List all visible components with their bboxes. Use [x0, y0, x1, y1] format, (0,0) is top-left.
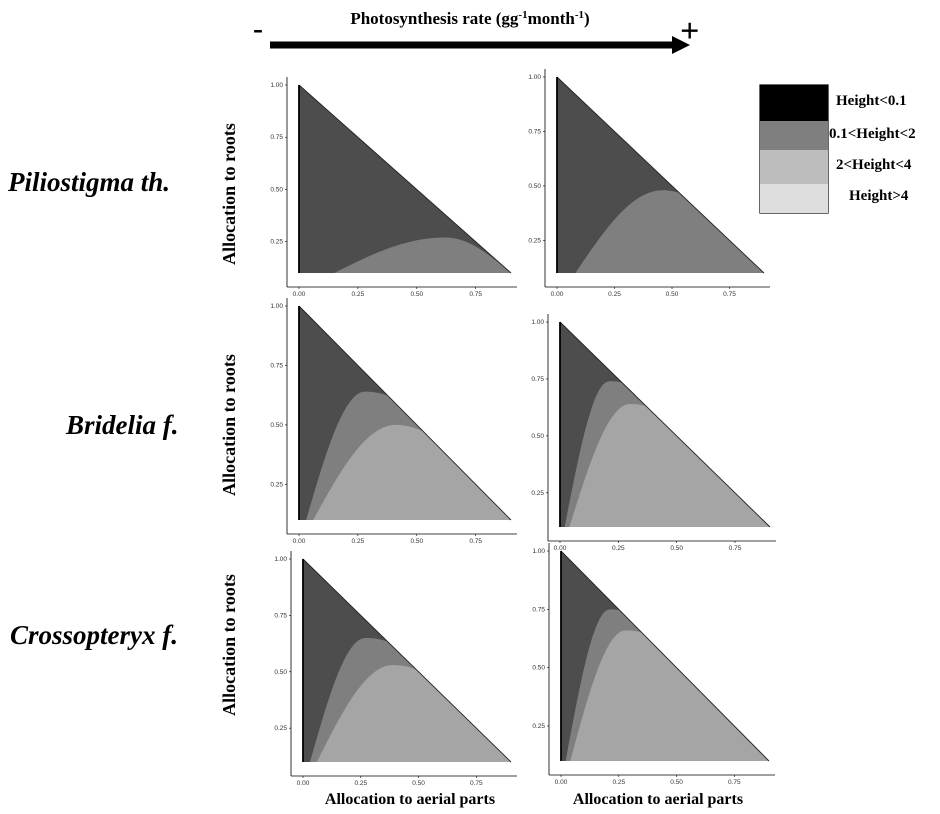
x-tick-label: 0.50	[412, 780, 425, 787]
legend-swatch-height-0-1-to-2	[760, 121, 828, 150]
x-tick-label: 0.75	[729, 545, 742, 552]
legend: Height<0.1 0.1<Height<2 2<Height<4 Heigh…	[759, 84, 916, 214]
triangle-edge	[298, 84, 512, 274]
x-tick-label: 0.50	[670, 545, 683, 552]
y-tick-label: 0.50	[274, 669, 287, 676]
y-axis-label-row-2: Allocation to roots	[219, 354, 239, 496]
y-tick-label: 0.50	[270, 186, 283, 193]
species-labels: Piliostigma th. Bridelia f. Crossopteryx…	[7, 167, 179, 650]
legend-label-height-0-1-to-2: 0.1<Height<2	[829, 126, 916, 142]
y-axis-label-row-3: Allocation to roots	[219, 574, 239, 716]
y-tick-label: 0.75	[532, 606, 545, 613]
y-tick-label: 0.75	[270, 362, 283, 369]
legend-label-height-gt-4: Height>4	[849, 188, 909, 204]
photosynthesis-arrow-head	[672, 36, 690, 54]
y-tick-label: 0.75	[531, 376, 544, 383]
triangle-edge	[560, 550, 770, 762]
species-label-bridelia: Bridelia f.	[65, 410, 179, 440]
x-tick-label: 0.00	[297, 780, 310, 787]
panel-crossopteryx-high: 0.00 0.25 0.50 0.75 0.25 0.50 0.75 1.00	[532, 543, 775, 786]
x-tick-label: 0.75	[469, 538, 482, 545]
y-tick-label: 1.00	[270, 303, 283, 310]
species-label-crossopteryx: Crossopteryx f.	[10, 620, 178, 650]
triangle-edge	[559, 321, 771, 528]
x-tick-label: 0.75	[723, 291, 736, 298]
y-tick-label: 1.00	[274, 556, 287, 563]
x-tick-label: 0.00	[555, 779, 568, 786]
legend-swatch-height-lt-0-1	[760, 85, 828, 121]
x-axis-label-col-1: Allocation to aerial parts	[325, 791, 495, 808]
x-tick-label: 0.50	[410, 538, 423, 545]
y-tick-label: 0.25	[532, 723, 545, 730]
x-tick-label: 0.25	[612, 545, 625, 552]
region-height-2-to-4	[316, 665, 511, 762]
x-tick-label: 0.25	[354, 780, 367, 787]
x-tick-label: 0.75	[470, 780, 483, 787]
x-tick-label: 0.00	[293, 291, 306, 298]
region-height-2-to-4	[313, 424, 511, 520]
species-label-piliostigma: Piliostigma th.	[7, 167, 170, 197]
panel-piliostigma-high: 0.00 0.25 0.50 0.75 0.25 0.50 0.75 1.00	[528, 69, 770, 298]
y-tick-label: 1.00	[532, 548, 545, 555]
panel-bridelia-high: 0.00 0.25 0.50 0.75 0.25 0.50 0.75 1.00	[531, 314, 776, 552]
y-tick-label: 0.75	[528, 128, 541, 135]
x-tick-label: 0.25	[352, 291, 365, 298]
x-tick-label: 0.50	[666, 291, 679, 298]
region-height-2-to-4	[569, 404, 770, 527]
panel-bridelia-low: 0.00 0.25 0.50 0.75 0.25 0.50 0.75 1.00	[270, 298, 517, 545]
figure-title: Photosynthesis rate (gg-1month-1)	[350, 9, 589, 28]
title-sup-2: -1	[575, 9, 584, 21]
y-tick-label: 0.50	[528, 183, 541, 190]
x-tick-label: 0.50	[410, 291, 423, 298]
y-tick-label: 1.00	[528, 74, 541, 81]
legend-swatch-height-gt-4	[760, 184, 828, 213]
title-sup-1: -1	[518, 9, 527, 21]
y-axis-label-row-1: Allocation to roots	[219, 123, 239, 265]
x-tick-label: 0.25	[608, 291, 621, 298]
x-tick-label: 0.25	[352, 538, 365, 545]
x-tick-label: 0.50	[670, 779, 683, 786]
x-tick-label: 0.25	[612, 779, 625, 786]
plus-label: +	[680, 13, 699, 50]
y-tick-label: 1.00	[531, 319, 544, 326]
panel-crossopteryx-low: 0.00 0.25 0.50 0.75 0.25 0.50 0.75 1.00	[274, 551, 517, 787]
x-axis-label-col-2: Allocation to aerial parts	[573, 791, 743, 808]
y-tick-label: 0.50	[532, 665, 545, 672]
y-tick-label: 0.75	[270, 134, 283, 141]
region-height-2-to-4	[570, 630, 769, 761]
legend-label-height-lt-0-1: Height<0.1	[836, 93, 907, 109]
y-tick-label: 0.75	[274, 612, 287, 619]
header: - Photosynthesis rate (gg-1month-1) +	[253, 9, 699, 54]
x-tick-label: 0.75	[469, 291, 482, 298]
y-tick-label: 0.50	[270, 422, 283, 429]
legend-label-height-2-to-4: 2<Height<4	[836, 157, 912, 173]
title-end: )	[584, 9, 590, 28]
y-tick-label: 1.00	[270, 82, 283, 89]
legend-swatch-height-2-to-4	[760, 150, 828, 184]
x-tick-label: 0.00	[554, 545, 567, 552]
minus-label: -	[253, 12, 263, 45]
x-tick-label: 0.75	[728, 779, 741, 786]
region-height-0-1-to-2	[334, 237, 511, 273]
triangle-edge	[302, 558, 512, 763]
region-height-0-1-to-2	[575, 190, 764, 273]
y-tick-label: 0.25	[528, 237, 541, 244]
panel-piliostigma-low: 0.00 0.25 0.50 0.75 0.25 0.50 0.75 1.00	[270, 77, 517, 298]
triangle-edge	[298, 305, 512, 521]
x-tick-label: 0.00	[293, 538, 306, 545]
y-axis-labels: Allocation to roots Allocation to roots …	[219, 123, 239, 716]
triangle-edge	[556, 76, 765, 274]
title-mid: month	[528, 9, 576, 28]
title-main: Photosynthesis rate (gg	[350, 9, 519, 28]
x-tick-label: 0.00	[551, 291, 564, 298]
y-tick-label: 0.25	[274, 725, 287, 732]
y-tick-label: 0.50	[531, 433, 544, 440]
y-tick-label: 0.25	[270, 239, 283, 246]
y-tick-label: 0.25	[531, 490, 544, 497]
x-axis-labels: Allocation to aerial parts Allocation to…	[325, 791, 743, 808]
y-tick-label: 0.25	[270, 481, 283, 488]
